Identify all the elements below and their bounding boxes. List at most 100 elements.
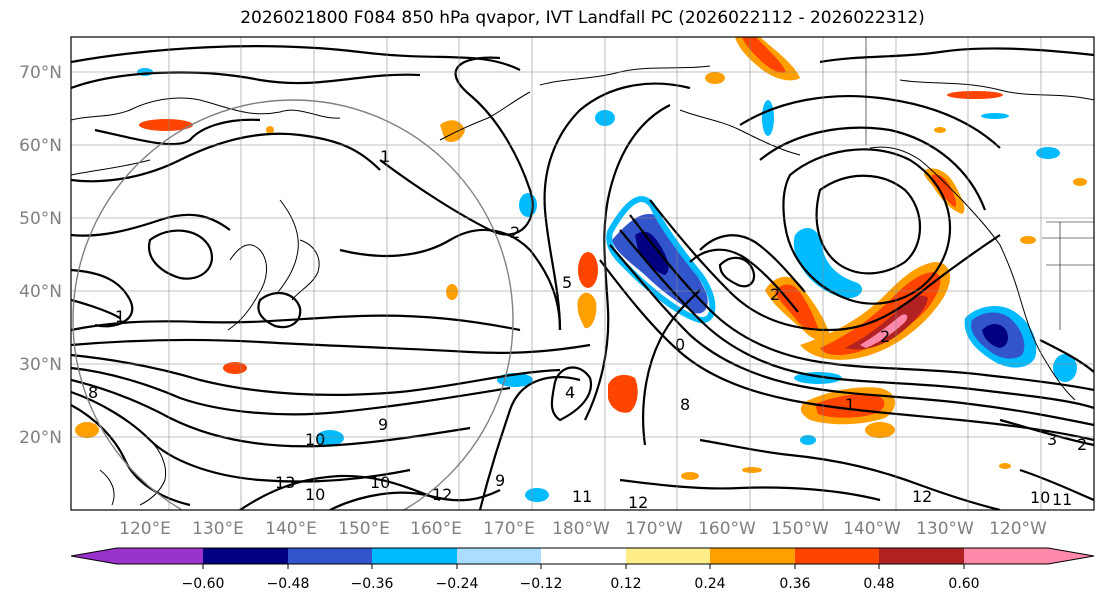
contour-label: 2: [880, 327, 890, 346]
lat-label-20n: 20°N: [19, 428, 62, 448]
colorbar-bin: [203, 548, 288, 564]
contour-label: 8: [88, 383, 98, 402]
lon-label-140w: 140°W: [843, 519, 901, 539]
colorbar-tick-label: −0.24: [436, 576, 479, 592]
contour-line: [584, 104, 671, 421]
latitude-labels: 70°N 60°N 50°N 40°N 30°N 20°N: [19, 63, 62, 448]
positive-anomaly-region: [742, 467, 762, 473]
colorbar-bin: [117, 548, 203, 564]
positive-anomaly-region: [865, 422, 895, 438]
negative-anomaly-region: [762, 100, 774, 136]
lat-label-40n: 40°N: [19, 282, 62, 302]
positive-anomaly-region: [947, 91, 1003, 99]
contour-line: [379, 56, 534, 236]
contour-line: [339, 228, 562, 331]
contour-line: [71, 404, 191, 507]
lon-label-150w: 150°W: [771, 519, 829, 539]
contour-label: 2: [1077, 435, 1087, 454]
colorbar-tick-label: 0.36: [779, 576, 810, 592]
lat-label-70n: 70°N: [19, 63, 62, 83]
contour-line: [815, 174, 922, 275]
negative-anomaly-region: [800, 435, 816, 445]
colorbar-tick-label: 0.24: [694, 576, 725, 592]
contour-line: [782, 148, 952, 305]
contour-line: [71, 378, 471, 448]
contour-line: [71, 338, 591, 354]
lon-label-160e: 160°E: [410, 519, 462, 539]
graticule: [71, 37, 1094, 510]
contour-label: 1: [115, 307, 125, 326]
contour-label: 10: [370, 473, 390, 492]
colorbar-tick-label: −0.60: [182, 576, 225, 592]
contour-line: [599, 259, 1094, 442]
contour-line: [239, 474, 441, 510]
positive-anomaly-region: [608, 374, 638, 413]
contour-label: 12: [432, 485, 452, 504]
colorbar-bin: [795, 548, 879, 564]
lon-label-170e: 170°E: [483, 519, 535, 539]
positive-anomaly-region: [934, 127, 946, 133]
positive-anomaly-region: [578, 252, 598, 288]
negative-anomaly-region: [1036, 147, 1060, 159]
colorbar-bin: [457, 548, 541, 564]
contour-line: [718, 256, 756, 288]
map-title: 2026021800 F084 850 hPa qvapor, IVT Land…: [240, 8, 925, 28]
contour-label: 12: [628, 493, 648, 512]
contour-line: [699, 438, 1001, 510]
contour-line: [71, 298, 121, 319]
colorbar-bin: [626, 548, 710, 564]
contour-line: [478, 376, 581, 510]
negative-anomaly-region: [316, 430, 344, 446]
positive-anomaly-region: [577, 292, 597, 329]
contour-label: 11: [1052, 490, 1072, 509]
contour-label: 11: [572, 487, 592, 506]
negative-anomaly-region: [981, 113, 1009, 119]
contour-label: 5: [562, 273, 572, 292]
coastlines: [71, 37, 1094, 506]
contour-line: [71, 268, 134, 328]
positive-anomaly-region: [999, 463, 1011, 469]
contour-label: 9: [378, 415, 388, 434]
positive-anomaly-region: [845, 295, 928, 350]
lon-label-130w: 130°W: [916, 519, 974, 539]
contour-label: 3: [1047, 430, 1057, 449]
negative-anomaly-region: [793, 227, 863, 299]
colorbar-high-extension: [1048, 548, 1094, 564]
contour-label: 10: [305, 430, 325, 449]
contour-label: 8: [680, 395, 690, 414]
contour-label: 12: [912, 487, 932, 506]
contour-line: [649, 199, 1001, 332]
contour-line: [629, 214, 1094, 392]
contour-label: 10: [305, 485, 325, 504]
anomaly-shading: [75, 37, 1087, 502]
lon-label-120w: 120°W: [989, 519, 1047, 539]
lon-label-120e: 120°E: [119, 519, 171, 539]
contour-line: [759, 126, 987, 211]
contour-label: 0: [675, 335, 685, 354]
positive-anomaly-region: [75, 422, 99, 438]
contour-label: 1: [380, 147, 390, 166]
contour-line: [71, 213, 231, 237]
contour-line: [699, 234, 806, 293]
longitude-labels: 120°E 130°E 140°E 150°E 160°E 170°E 180°…: [119, 519, 1047, 539]
contour-line: [71, 366, 511, 416]
contour-label: 10: [1030, 488, 1050, 507]
colorbar-bin: [541, 548, 626, 564]
colorbar-tick-label: 0.12: [610, 576, 641, 592]
lon-label-180w: 180°W: [552, 519, 610, 539]
contour-line: [71, 71, 421, 90]
positive-anomaly-region: [1020, 236, 1036, 244]
contour-line: [1039, 339, 1094, 373]
contour-line: [94, 118, 261, 146]
colorbar-tick-label: −0.36: [351, 576, 394, 592]
negative-anomaly-region: [1053, 354, 1077, 382]
colorbar-tick-label: −0.12: [520, 576, 563, 592]
positive-anomaly-region: [446, 284, 458, 300]
contour-label: 1: [845, 395, 855, 414]
colorbar-bin: [879, 548, 964, 564]
positive-anomaly-region: [820, 272, 941, 356]
lon-label-130e: 130°E: [192, 519, 244, 539]
positive-anomaly-region: [681, 472, 699, 480]
colorbar-bin: [288, 548, 372, 564]
